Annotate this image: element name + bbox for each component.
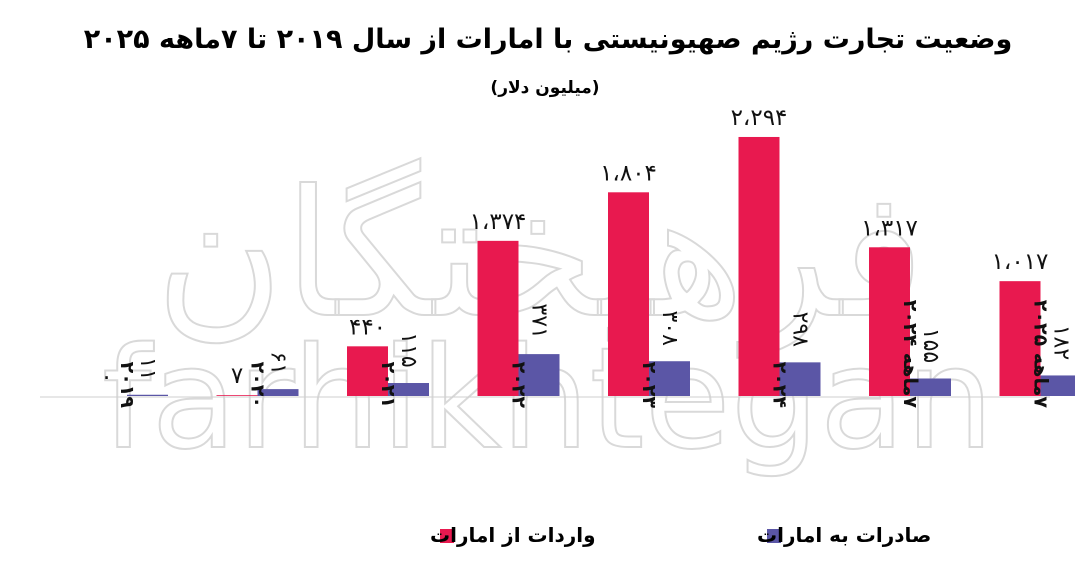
watermark-bottom: farhikhtegan [102, 318, 994, 481]
data-label-exports-2: ۱۱۵ [396, 332, 421, 367]
data-label-imports-2: ۴۴۰ [349, 314, 386, 340]
bar-imports-1 [216, 395, 258, 396]
legend-label-exports: صادرات به امارات [757, 523, 931, 547]
data-label-imports-7: ۱،۰۱۷ [992, 249, 1049, 275]
bar-imports-2 [347, 346, 388, 396]
x-tick-label-3: ۲۰۲۲ [508, 362, 530, 409]
x-tick-label-0: ۲۰۱۹ [116, 362, 138, 409]
bar-exports-1 [257, 389, 299, 396]
x-tick-label-2: ۲۰۲۱ [377, 362, 399, 408]
watermark-layer: فرهیختگان farhikhtegan [101, 153, 995, 482]
bar-imports-3 [477, 240, 519, 396]
bar-imports-5 [738, 136, 780, 396]
legend-swatch-imports [440, 529, 454, 543]
x-tick-label-4: ۲۰۲۳ [638, 362, 660, 409]
watermark-top: فرهیختگان [155, 154, 925, 358]
bar-exports-3 [518, 354, 560, 396]
data-label-imports-4: ۱،۸۰۴ [600, 160, 657, 186]
bar-imports-7 [999, 281, 1041, 396]
data-label-exports-5: ۲۹۸ [788, 312, 813, 348]
data-label-imports-6: ۱،۳۱۷ [861, 215, 918, 241]
data-label-imports-1: ۷ [231, 363, 243, 389]
bar-exports-2 [388, 383, 429, 396]
data-label-imports-0: ۰ [100, 364, 112, 390]
x-tick-label-7: ۷ماهه ۲۰۲۵ [1030, 300, 1052, 409]
data-label-imports-5: ۲،۲۹۴ [731, 105, 788, 131]
data-label-imports-3: ۱،۳۷۴ [470, 209, 527, 235]
bars-layer [127, 136, 1075, 396]
legend-item-imports: واردات از امارات [430, 523, 596, 547]
data-label-exports-7: ۱۸۲ [1049, 325, 1074, 360]
legend: واردات از امارات صادرات به امارات [430, 523, 931, 547]
data-label-exports-1: ۶۱ [266, 351, 291, 375]
legend-swatch-exports [767, 529, 781, 543]
bar-imports-4 [608, 192, 649, 396]
data-label-exports-6: ۱۵۵ [918, 328, 943, 363]
legend-label-imports: واردات از امارات [430, 523, 596, 547]
data-label-exports-4: ۳۰۸ [657, 310, 682, 346]
x-tick-label-5: ۲۰۲۴ [769, 362, 791, 408]
data-label-exports-0: ۱۱ [135, 357, 160, 381]
bar-exports-4 [649, 361, 690, 396]
labels-layer: ۰ ۱۱ ۷ ۶۱ ۴۴۰ ۱۱۵ ۱،۳۷۴ ۳۷۱ ۱،۸۰۴ ۳۰۸ ۲،۲۹۴ ۲۹۸ ۱،۳۱… [100, 105, 1073, 390]
chart-subtitle: (میلیون دلار) [490, 78, 599, 98]
legend-item-exports: صادرات به امارات [757, 523, 931, 547]
data-label-exports-3: ۳۷۱ [527, 303, 552, 338]
x-tick-label-6: ۷ماهه ۲۰۲۴ [899, 300, 921, 409]
bar-exports-6 [910, 378, 951, 396]
chart-title: وضعیت تجارت رژیم صهیونیستی با امارات از … [84, 24, 1013, 55]
x-tick-label-1: ۲۰۲۰ [247, 362, 269, 408]
bar-exports-7 [1040, 375, 1075, 396]
bar-exports-5 [779, 362, 821, 396]
bar-imports-6 [869, 247, 910, 396]
category-layer: ۲۰۱۹ ۲۰۲۰ ۲۰۲۱ ۲۰۲۲ ۲۰۲۳ ۲۰۲۴ ۷ماهه ۲۰۲۴ ۷ماهه … [116, 300, 1052, 409]
bar-exports-0 [127, 394, 168, 396]
